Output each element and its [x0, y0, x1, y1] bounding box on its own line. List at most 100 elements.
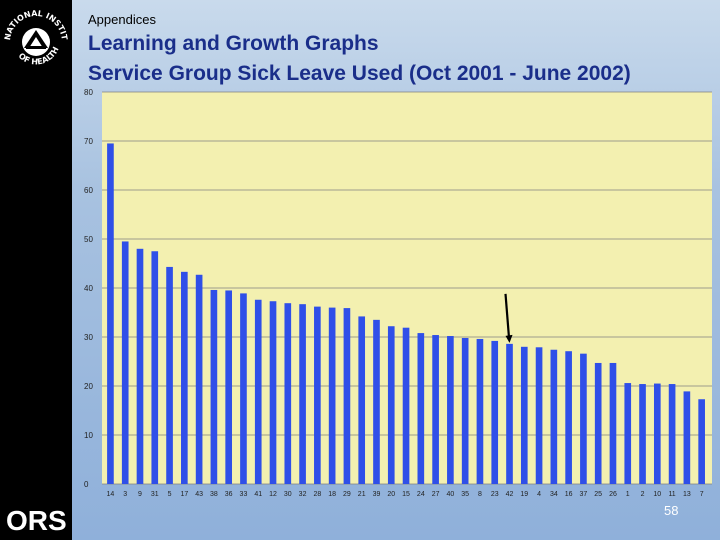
x-tick-label: 8: [478, 491, 482, 498]
bar-13: [683, 391, 691, 484]
x-tick-label: 14: [107, 491, 115, 498]
x-tick-label: 17: [180, 491, 188, 498]
bar-18: [328, 307, 336, 484]
y-tick-label: 80: [84, 88, 93, 97]
x-tick-label: 24: [417, 491, 425, 498]
x-tick-label: 41: [254, 491, 262, 498]
x-tick-label: 42: [506, 491, 514, 498]
bar-12: [269, 301, 277, 484]
y-tick-label: 70: [84, 137, 93, 146]
x-tick-label: 27: [432, 491, 440, 498]
x-tick-label: 36: [225, 491, 233, 498]
bar-42: [506, 343, 513, 484]
x-tick-label: 30: [284, 491, 292, 498]
bar-33: [240, 293, 247, 484]
x-tick-label: 32: [299, 491, 307, 498]
bar-4: [535, 347, 543, 484]
page-number: 58: [664, 503, 679, 518]
bar-14: [107, 143, 114, 484]
bar-8: [476, 338, 484, 484]
x-tick-label: 35: [461, 491, 469, 498]
bar-32: [299, 304, 306, 484]
bar-5: [166, 266, 173, 484]
x-tick-label: 11: [668, 491, 675, 498]
x-tick-label: 15: [402, 491, 410, 498]
bar-40: [447, 336, 454, 484]
left-brand-band: [0, 0, 72, 540]
ors-logo-text: ORS: [6, 505, 67, 536]
x-tick-label: 1: [626, 491, 630, 498]
bar-7: [698, 399, 705, 484]
ors-logo: ORS: [6, 505, 67, 536]
x-tick-label: 25: [594, 491, 602, 498]
x-tick-label: 10: [653, 491, 661, 498]
nih-logo: NATIONAL INSTITUTES OF HEALTH: [0, 0, 69, 67]
x-tick-label: 9: [138, 491, 142, 498]
bar-11: [668, 384, 676, 484]
y-tick-label: 0: [84, 480, 89, 489]
bar-29: [343, 308, 351, 484]
bar-26: [609, 362, 617, 484]
annotation-arrow-shaft: [504, 293, 511, 338]
bar-39: [373, 319, 380, 484]
x-tick-label: 5: [168, 491, 172, 498]
bar-19: [520, 346, 528, 484]
x-tick-label: 18: [328, 491, 336, 498]
x-tick-label: 29: [343, 491, 351, 498]
x-tick-label: 40: [446, 491, 454, 498]
section-label: Appendices: [88, 12, 156, 27]
x-tick-label: 3: [123, 491, 127, 498]
x-tick-label: 12: [269, 491, 277, 498]
x-tick-label: 37: [580, 491, 588, 498]
bar-24: [417, 333, 425, 484]
x-tick-label: 19: [520, 491, 528, 498]
bar-3: [121, 241, 129, 484]
y-tick-label: 20: [84, 382, 93, 391]
bar-23: [491, 340, 499, 484]
bar-31: [151, 251, 159, 484]
bar-15: [402, 327, 410, 484]
x-tick-label: 23: [491, 491, 499, 498]
y-axis-ticks: 0 10 20 30 40 50 60 70 80: [84, 88, 93, 489]
bar-35: [461, 337, 469, 484]
x-tick-label: 39: [373, 491, 381, 498]
x-tick-label: 7: [700, 491, 704, 498]
bar-34: [550, 349, 558, 484]
annotation-arrow-head: [505, 334, 513, 343]
x-tick-label: 31: [151, 491, 159, 498]
x-tick-label: 20: [387, 491, 395, 498]
bar-2: [639, 384, 646, 484]
x-tick-label: 16: [565, 491, 573, 498]
bar-17: [181, 271, 188, 484]
x-tick-label: 4: [537, 491, 541, 498]
y-tick-label: 40: [84, 284, 93, 293]
annotations: [504, 293, 513, 343]
x-tick-label: 43: [195, 491, 203, 498]
bar-28: [314, 306, 321, 484]
bar-41: [254, 299, 262, 484]
slide-subtitle: Service Group Sick Leave Used (Oct 2001 …: [88, 62, 631, 85]
bar-27: [432, 335, 439, 484]
x-tick-label: 38: [210, 491, 218, 498]
bar-36: [225, 290, 233, 484]
bar-25: [594, 362, 602, 484]
x-tick-label: 28: [313, 491, 321, 498]
bar-37: [580, 353, 587, 484]
bar-10: [653, 383, 661, 484]
bar-43: [195, 274, 203, 484]
x-tick-label: 13: [683, 491, 691, 498]
x-tick-label: 21: [358, 491, 366, 498]
y-tick-label: 60: [84, 186, 93, 195]
y-tick-label: 10: [84, 431, 93, 440]
y-tick-label: 30: [84, 333, 93, 342]
bar-1: [624, 383, 632, 484]
x-tick-label: 33: [240, 491, 248, 498]
y-tick-label: 50: [84, 235, 93, 244]
bar-16: [565, 351, 572, 484]
bars: [107, 143, 705, 484]
bar-30: [284, 303, 292, 484]
bar-9: [136, 248, 144, 484]
x-tick-label: 2: [641, 491, 645, 498]
slide-title: Learning and Growth Graphs: [88, 32, 379, 55]
